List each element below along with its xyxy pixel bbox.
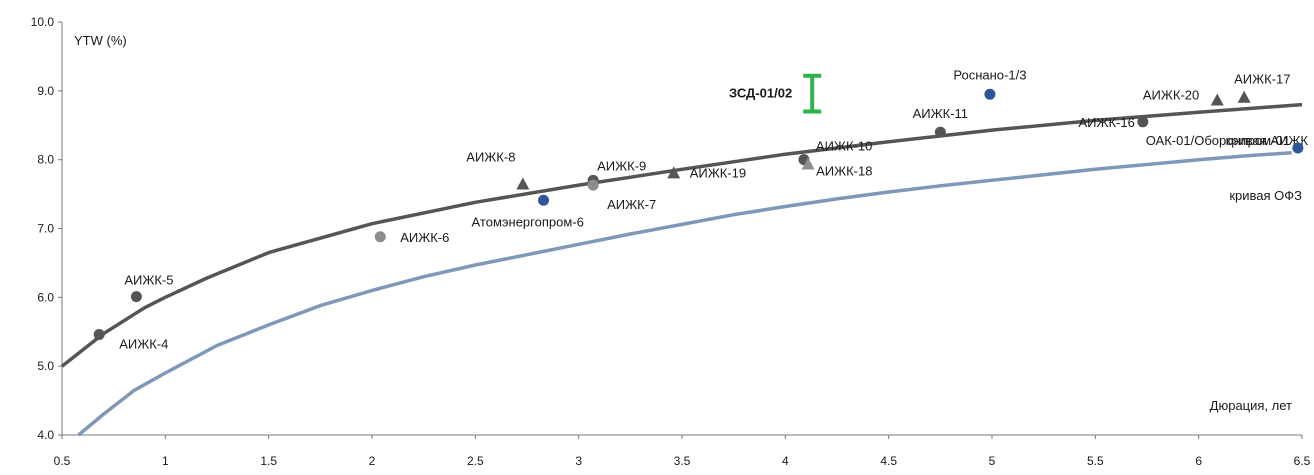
y-axis-label: YTW (%) xyxy=(74,33,127,48)
x-tick-label: 2 xyxy=(369,454,376,468)
curve-line xyxy=(60,102,1303,368)
point-marker xyxy=(1210,93,1224,106)
point-label: АИЖК-20 xyxy=(1143,87,1199,102)
point-label: АИЖК-8 xyxy=(466,149,515,164)
point-label: АИЖК-19 xyxy=(690,165,746,180)
point-label: АИЖК-7 xyxy=(607,197,656,212)
y-tick-label: 9.0 xyxy=(37,84,54,98)
point-label: АИЖК-18 xyxy=(816,163,872,178)
point-label: ОАК-01/Оборонпром-01 xyxy=(1146,133,1290,148)
point-label: АИЖК-17 xyxy=(1234,72,1290,87)
curve-label: кривая АИЖК xyxy=(1226,133,1309,148)
x-tick-label: 6.5 xyxy=(1294,454,1311,468)
y-tick-label: 6.0 xyxy=(37,290,54,304)
point-label: АИЖК-6 xyxy=(400,230,449,245)
point-label: Роснано-1/3 xyxy=(953,67,1026,82)
curve-line xyxy=(77,151,1292,437)
point-marker xyxy=(1237,90,1251,103)
point-label: АИЖК-4 xyxy=(119,337,168,352)
point-labels: АИЖК-4 АИЖК-5 АИЖК-6 АИЖК-8 Атомэнергопром-6… xyxy=(119,67,1290,351)
x-tick-label: 4.5 xyxy=(880,454,897,468)
x-tick-label: 4 xyxy=(782,454,789,468)
point-marker xyxy=(93,329,105,341)
point-label: АИЖК-16 xyxy=(1078,115,1134,130)
y-tick-label: 10.0 xyxy=(31,15,55,29)
point-marker xyxy=(984,88,996,100)
point-marker xyxy=(1292,142,1304,154)
y-tick-label: 4.0 xyxy=(37,428,54,442)
point-marker xyxy=(587,179,599,191)
curves: кривая АИЖК кривая ОФЗ xyxy=(60,102,1309,437)
point-marker xyxy=(374,231,386,243)
y-tick-label: 5.0 xyxy=(37,359,54,373)
x-tick-label: 1.5 xyxy=(260,454,277,468)
x-tick-label: 5.5 xyxy=(1087,454,1104,468)
curve-label: кривая ОФЗ xyxy=(1229,188,1302,203)
x-tick-label: 5 xyxy=(989,454,996,468)
y-tick-label: 8.0 xyxy=(37,153,54,167)
x-tick-label: 1 xyxy=(162,454,169,468)
point-marker xyxy=(801,157,815,170)
point-marker xyxy=(538,194,550,206)
point-marker xyxy=(1137,116,1149,128)
x-tick-label: 3 xyxy=(575,454,582,468)
axes: 4.0 5.0 6.0 7.0 8.0 9.0 10.0 0.5 1 1.5 2 2.5 3 3.5 4 4.… xyxy=(31,15,1311,468)
point-label: Атомэнергопром-6 xyxy=(472,214,584,229)
point-marker xyxy=(934,126,946,138)
data-points xyxy=(93,73,1304,341)
point-label: АИЖК-10 xyxy=(816,139,872,154)
x-tick-label: 0.5 xyxy=(54,454,71,468)
range-marker-label: ЗСД-01/02 xyxy=(729,86,792,101)
y-tick-label: 7.0 xyxy=(37,222,54,236)
point-label: АИЖК-5 xyxy=(124,273,173,288)
point-marker xyxy=(667,166,681,179)
point-marker xyxy=(130,291,142,303)
x-tick-label: 3.5 xyxy=(674,454,691,468)
x-axis-label: Дюрация, лет xyxy=(1210,398,1292,413)
point-label: АИЖК-11 xyxy=(913,106,968,121)
x-tick-label: 6 xyxy=(1195,454,1202,468)
x-tick-label: 2.5 xyxy=(467,454,484,468)
point-marker xyxy=(516,177,530,190)
point-label: АИЖК-9 xyxy=(597,158,646,173)
